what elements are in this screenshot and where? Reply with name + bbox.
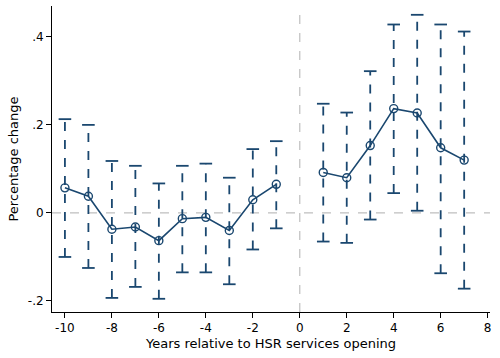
svg-text:.4: .4 [32, 30, 43, 44]
svg-text:2: 2 [343, 321, 351, 335]
svg-text:Years relative to HSR services: Years relative to HSR services opening [145, 336, 396, 351]
svg-text:0: 0 [296, 321, 304, 335]
svg-text:-4: -4 [200, 321, 212, 335]
svg-text:-10: -10 [55, 321, 75, 335]
svg-text:-2: -2 [247, 321, 259, 335]
svg-text:6: 6 [437, 321, 445, 335]
svg-text:Percentage change: Percentage change [6, 96, 21, 221]
svg-text:-.2: -.2 [28, 294, 44, 308]
svg-text:-6: -6 [153, 321, 165, 335]
svg-text:8: 8 [484, 321, 492, 335]
svg-text:.2: .2 [32, 118, 43, 132]
svg-text:-8: -8 [106, 321, 118, 335]
svg-text:0: 0 [36, 206, 44, 220]
svg-text:4: 4 [390, 321, 398, 335]
